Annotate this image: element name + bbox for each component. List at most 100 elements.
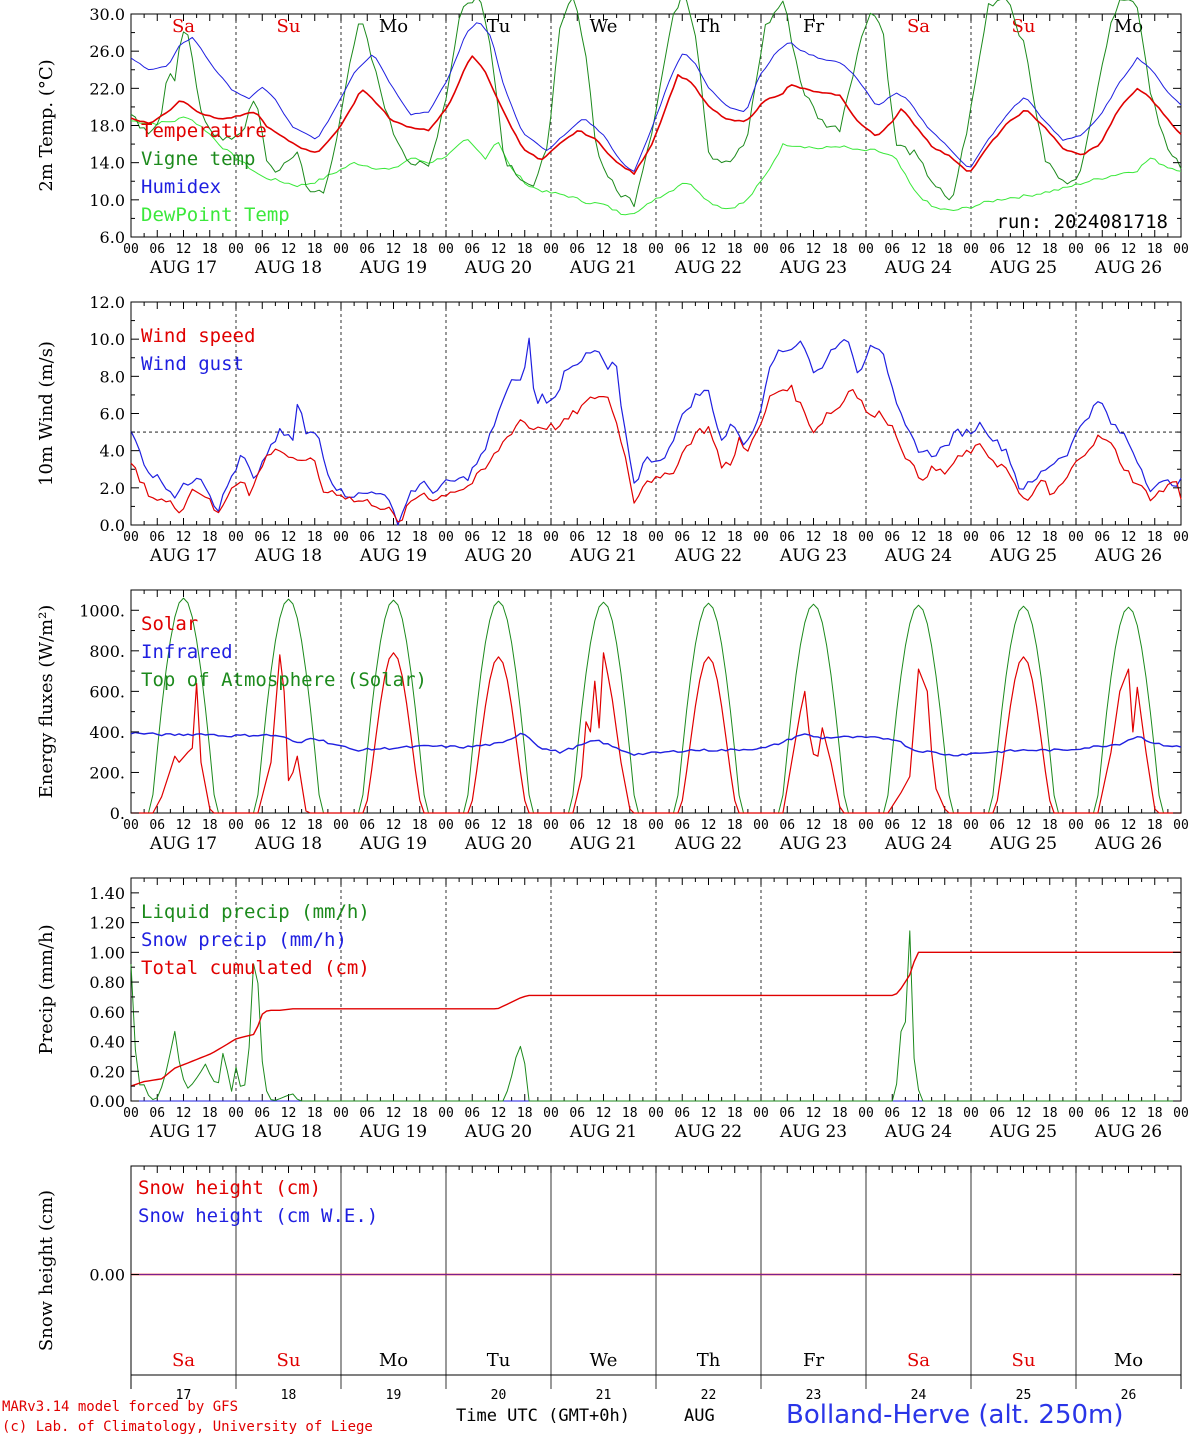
- date-label: AUG 18: [254, 546, 322, 566]
- hour-tick-label: 12: [1121, 818, 1137, 833]
- hour-tick-label: 12: [911, 1106, 927, 1121]
- y-tick-label: 0.0: [100, 516, 125, 535]
- date-label: AUG 21: [569, 258, 637, 278]
- date-label: AUG 25: [989, 834, 1057, 854]
- y-tick-label: 400.: [89, 723, 125, 742]
- hour-tick-label: 18: [622, 818, 638, 833]
- hour-tick-label: 18: [202, 818, 218, 833]
- legend-entry: Temperature: [141, 120, 267, 142]
- day-name-label: Mo: [1114, 16, 1143, 37]
- hour-tick-label: 12: [1121, 242, 1137, 257]
- date-label: AUG 17: [149, 258, 217, 278]
- hour-tick-label: 00: [333, 1106, 349, 1121]
- hour-tick-label: 00: [543, 242, 559, 257]
- hour-tick-label: 00: [438, 1106, 454, 1121]
- date-label: AUG 17: [149, 546, 217, 566]
- hour-tick-label: 00: [648, 530, 664, 545]
- hour-tick-label: 06: [149, 818, 165, 833]
- date-label: AUG 22: [674, 546, 742, 566]
- hour-tick-label: 12: [1121, 1106, 1137, 1121]
- wind-series-wind-speed: [130, 384, 1182, 523]
- hour-tick-label: 06: [359, 1106, 375, 1121]
- date-label: AUG 24: [884, 546, 952, 566]
- day-name-label: Tu: [487, 1350, 511, 1371]
- y-tick-label: 0.20: [89, 1062, 125, 1081]
- day-number-label: 19: [386, 1388, 402, 1403]
- hour-tick-label: 18: [727, 530, 743, 545]
- y-tick-label: 1.20: [89, 914, 125, 933]
- y-tick-label: 0.80: [89, 973, 125, 992]
- hour-tick-label: 12: [176, 530, 192, 545]
- legend-entry: Total cumulated (cm): [141, 957, 370, 979]
- hour-tick-label: 06: [464, 1106, 480, 1121]
- y-axis-label: 2m Temp. (°C): [36, 59, 57, 191]
- legend-entry: Snow precip (mm/h): [141, 929, 347, 951]
- day-name-label: We: [590, 16, 618, 37]
- day-name-label: Tu: [487, 16, 511, 37]
- hour-tick-label: 06: [884, 1106, 900, 1121]
- hour-tick-label: 18: [412, 818, 428, 833]
- date-label: AUG 24: [884, 1122, 952, 1142]
- day-number-label: 24: [911, 1388, 927, 1403]
- date-label: AUG 24: [884, 834, 952, 854]
- hour-tick-label: 06: [779, 530, 795, 545]
- hour-tick-label: 00: [228, 242, 244, 257]
- hour-tick-label: 12: [176, 818, 192, 833]
- date-label: AUG 19: [359, 1122, 427, 1142]
- hour-tick-label: 18: [937, 818, 953, 833]
- y-tick-label: 8.0: [100, 367, 125, 386]
- y-tick-label: 1000.: [79, 601, 125, 620]
- hour-tick-label: 00: [753, 818, 769, 833]
- hour-tick-label: 06: [359, 818, 375, 833]
- hour-tick-label: 12: [701, 242, 717, 257]
- hour-tick-label: 18: [412, 1106, 428, 1121]
- hour-tick-label: 06: [254, 1106, 270, 1121]
- hour-tick-label: 06: [779, 1106, 795, 1121]
- precip-series-total: [130, 951, 1181, 1087]
- hour-tick-label: 06: [989, 242, 1005, 257]
- legend-entry: Wind speed: [141, 325, 255, 347]
- hour-tick-label: 00: [543, 530, 559, 545]
- legend-entry: Snow height (cm W.E.): [138, 1205, 378, 1227]
- hour-tick-label: 12: [806, 530, 822, 545]
- hour-tick-label: 06: [569, 818, 585, 833]
- y-tick-label: 12.0: [89, 293, 125, 312]
- hour-tick-label: 18: [412, 530, 428, 545]
- hour-tick-label: 12: [491, 1106, 507, 1121]
- hour-tick-label: 18: [307, 818, 323, 833]
- hour-tick-label: 06: [569, 1106, 585, 1121]
- date-label: AUG 22: [674, 258, 742, 278]
- hour-tick-label: 18: [832, 530, 848, 545]
- hour-tick-label: 12: [911, 818, 927, 833]
- day-number-label: 20: [491, 1388, 507, 1403]
- y-tick-label: 10.0: [89, 330, 125, 349]
- day-name-label: Mo: [1114, 1350, 1143, 1371]
- hour-tick-label: 12: [491, 242, 507, 257]
- date-label: AUG 20: [464, 546, 532, 566]
- hour-tick-label: 18: [202, 242, 218, 257]
- y-tick-label: 10.0: [89, 191, 125, 210]
- date-label: AUG 26: [1094, 1122, 1162, 1142]
- y-axis-label: Precip (mm/h): [36, 924, 57, 1054]
- date-label: AUG 23: [779, 834, 847, 854]
- hour-tick-label: 18: [1147, 1106, 1163, 1121]
- model-credit: MARv3.14 model forced by GFS: [2, 1399, 239, 1415]
- hour-tick-label: 18: [1147, 242, 1163, 257]
- hour-tick-label: 00: [123, 818, 139, 833]
- date-label: AUG 20: [464, 834, 532, 854]
- day-name-label: Th: [697, 1350, 721, 1371]
- hour-tick-label: 06: [989, 530, 1005, 545]
- hour-tick-label: 06: [254, 530, 270, 545]
- hour-tick-label: 18: [517, 818, 533, 833]
- hour-tick-label: 12: [386, 242, 402, 257]
- hour-tick-label: 18: [307, 530, 323, 545]
- hour-tick-label: 18: [517, 1106, 533, 1121]
- hour-tick-label: 06: [884, 530, 900, 545]
- date-label: AUG 18: [254, 258, 322, 278]
- legend-entry: Snow height (cm): [138, 1177, 321, 1199]
- day-number-label: 25: [1016, 1388, 1032, 1403]
- hour-tick-label: 12: [701, 1106, 717, 1121]
- hour-tick-label: 12: [281, 242, 297, 257]
- legend-entry: DewPoint Temp: [141, 204, 290, 226]
- y-tick-label: 0.40: [89, 1033, 125, 1052]
